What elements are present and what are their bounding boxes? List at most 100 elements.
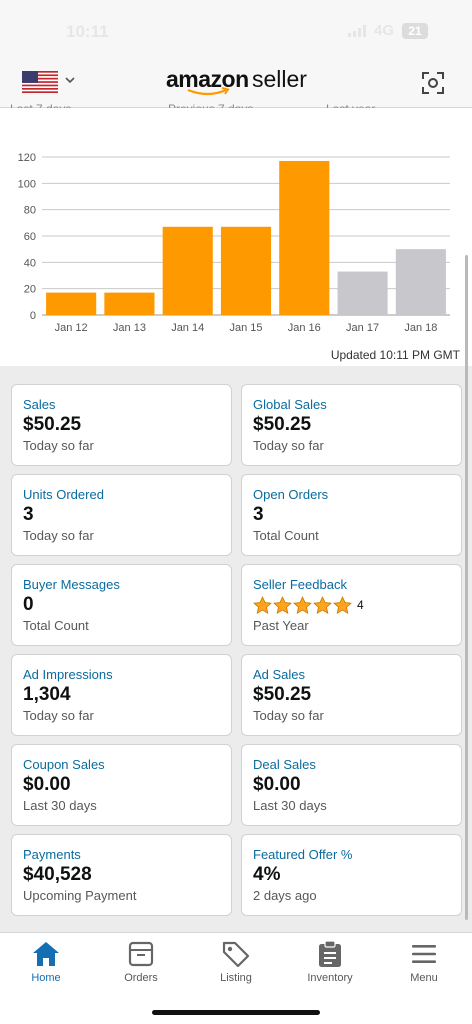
us-flag-icon[interactable] xyxy=(22,71,58,93)
y-tick-label: 20 xyxy=(24,284,36,296)
signal-icon xyxy=(347,24,366,37)
tile-label: Ad Impressions xyxy=(23,667,113,682)
tile-subtext: Last 30 days xyxy=(23,798,97,813)
tile-label: Sales xyxy=(23,397,56,412)
tile-label: Deal Sales xyxy=(253,757,316,772)
y-tick-label: 100 xyxy=(18,178,36,190)
tile-subtext: Total Count xyxy=(23,618,89,633)
x-tick-label: Jan 18 xyxy=(404,322,437,334)
bar-jan-17 xyxy=(337,271,388,315)
x-tick-label: Jan 17 xyxy=(346,322,379,334)
tile-subtext: Last 30 days xyxy=(253,798,327,813)
x-tick-label: Jan 15 xyxy=(229,322,262,334)
bar-jan-15 xyxy=(220,226,272,315)
tab-orders[interactable]: Orders xyxy=(101,939,181,991)
x-tick-label: Jan 13 xyxy=(113,322,146,334)
tile-units-ordered[interactable]: Units Ordered 3 Today so far xyxy=(11,474,232,556)
feedback-count: 4 xyxy=(357,598,364,612)
tile-subtext: Today so far xyxy=(253,438,324,453)
y-tick-label: 0 xyxy=(30,310,36,322)
tile-subtext: Today so far xyxy=(23,528,94,543)
x-tick-label: Jan 12 xyxy=(55,322,88,334)
tile-subtext: Total Count xyxy=(253,528,319,543)
y-tick-label: 40 xyxy=(24,257,36,269)
bar-jan-12 xyxy=(46,292,97,315)
tab-bar: Home Orders Listing Inventory Menu xyxy=(0,932,472,1024)
tile-label: Featured Offer % xyxy=(253,847,353,862)
brand-amazon: amazon xyxy=(166,66,249,92)
tile-value: 3 xyxy=(253,504,264,525)
smile-arrow-icon xyxy=(187,87,230,96)
star-icon xyxy=(313,596,332,614)
x-tick-label: Jan 16 xyxy=(288,322,321,334)
tile-ad-impressions[interactable]: Ad Impressions 1,304 Today so far xyxy=(11,654,232,736)
tab-menu[interactable]: Menu xyxy=(384,939,464,991)
tab-inventory[interactable]: Inventory xyxy=(290,939,370,991)
home-indicator xyxy=(152,1010,320,1015)
tile-subtext: Past Year xyxy=(253,618,309,633)
star-icon xyxy=(253,596,272,614)
tile-label: Units Ordered xyxy=(23,487,104,502)
tab-label: Listing xyxy=(220,972,252,984)
tile-sales[interactable]: Sales $50.25 Today so far xyxy=(11,384,232,466)
tile-label: Global Sales xyxy=(253,397,327,412)
star-icon xyxy=(293,596,312,614)
tile-label: Open Orders xyxy=(253,487,329,502)
tile-value: $0.00 xyxy=(23,774,71,795)
tile-label: Payments xyxy=(23,847,81,862)
chevron-down-icon[interactable] xyxy=(64,74,76,86)
tile-value: $50.25 xyxy=(253,684,312,705)
tile-value: 0 xyxy=(23,594,34,615)
y-tick-label: 80 xyxy=(24,205,36,217)
bar-jan-18 xyxy=(395,249,446,315)
tile-value: 4% xyxy=(253,864,281,885)
y-tick-label: 60 xyxy=(24,231,36,243)
bar-jan-16 xyxy=(279,160,330,315)
home-icon xyxy=(33,942,59,966)
x-tick-label: Jan 14 xyxy=(171,322,204,334)
tile-subtext: Upcoming Payment xyxy=(23,888,137,903)
tile-seller-feedback[interactable]: Seller Feedback 4 Past Year xyxy=(241,564,462,646)
tile-value: 1,304 xyxy=(23,684,71,705)
updated-timestamp: Updated 10:11 PM GMT xyxy=(330,348,460,362)
tile-ad-sales[interactable]: Ad Sales $50.25 Today so far xyxy=(241,654,462,736)
tile-subtext: 2 days ago xyxy=(253,888,317,903)
tile-payments[interactable]: Payments $40,528 Upcoming Payment xyxy=(11,834,232,916)
tile-value: $0.00 xyxy=(253,774,301,795)
star-rating: 4 xyxy=(253,594,450,616)
bar-chart-svg: 0 20 40 60 80 100 120 Jan 12 Jan 13 Jan 14 Jan 15 J… xyxy=(18,152,450,334)
hamburger-icon xyxy=(412,945,436,963)
scan-icon[interactable] xyxy=(421,71,445,95)
tile-subtext: Today so far xyxy=(253,708,324,723)
brand-seller: seller xyxy=(252,66,307,92)
orders-icon xyxy=(128,941,154,967)
tab-home[interactable]: Home xyxy=(6,939,86,991)
bar-jan-14 xyxy=(162,226,213,315)
tile-label: Coupon Sales xyxy=(23,757,105,772)
tile-subtext: Today so far xyxy=(23,708,94,723)
scrollbar[interactable] xyxy=(465,255,468,920)
tab-label: Home xyxy=(31,972,61,984)
status-indicators: 4G 21 xyxy=(347,22,428,39)
tile-coupon-sales[interactable]: Coupon Sales $0.00 Last 30 days xyxy=(11,744,232,826)
tile-deal-sales[interactable]: Deal Sales $0.00 Last 30 days xyxy=(241,744,462,826)
tab-listing[interactable]: Listing xyxy=(196,939,276,991)
tile-open-orders[interactable]: Open Orders 3 Total Count xyxy=(241,474,462,556)
star-icon xyxy=(273,596,292,614)
sales-chart: 0 20 40 60 80 100 120 Jan 12 Jan 13 Jan 14 Jan 15 J… xyxy=(0,108,472,366)
tile-label: Ad Sales xyxy=(253,667,306,682)
tile-value: $40,528 xyxy=(23,864,92,885)
tab-label: Inventory xyxy=(307,972,353,984)
amazon-seller-logo: amazon seller xyxy=(166,66,316,100)
tab-label: Menu xyxy=(410,972,438,984)
tag-icon xyxy=(222,941,250,968)
tile-value: $50.25 xyxy=(23,414,82,435)
tab-label: Orders xyxy=(124,972,158,984)
tile-buyer-messages[interactable]: Buyer Messages 0 Total Count xyxy=(11,564,232,646)
tile-featured-offer[interactable]: Featured Offer % 4% 2 days ago xyxy=(241,834,462,916)
network-type: 4G xyxy=(373,22,394,39)
clipboard-icon xyxy=(319,940,341,967)
tile-value: $50.25 xyxy=(253,414,312,435)
star-icon xyxy=(333,596,352,614)
tile-global-sales[interactable]: Global Sales $50.25 Today so far xyxy=(241,384,462,466)
